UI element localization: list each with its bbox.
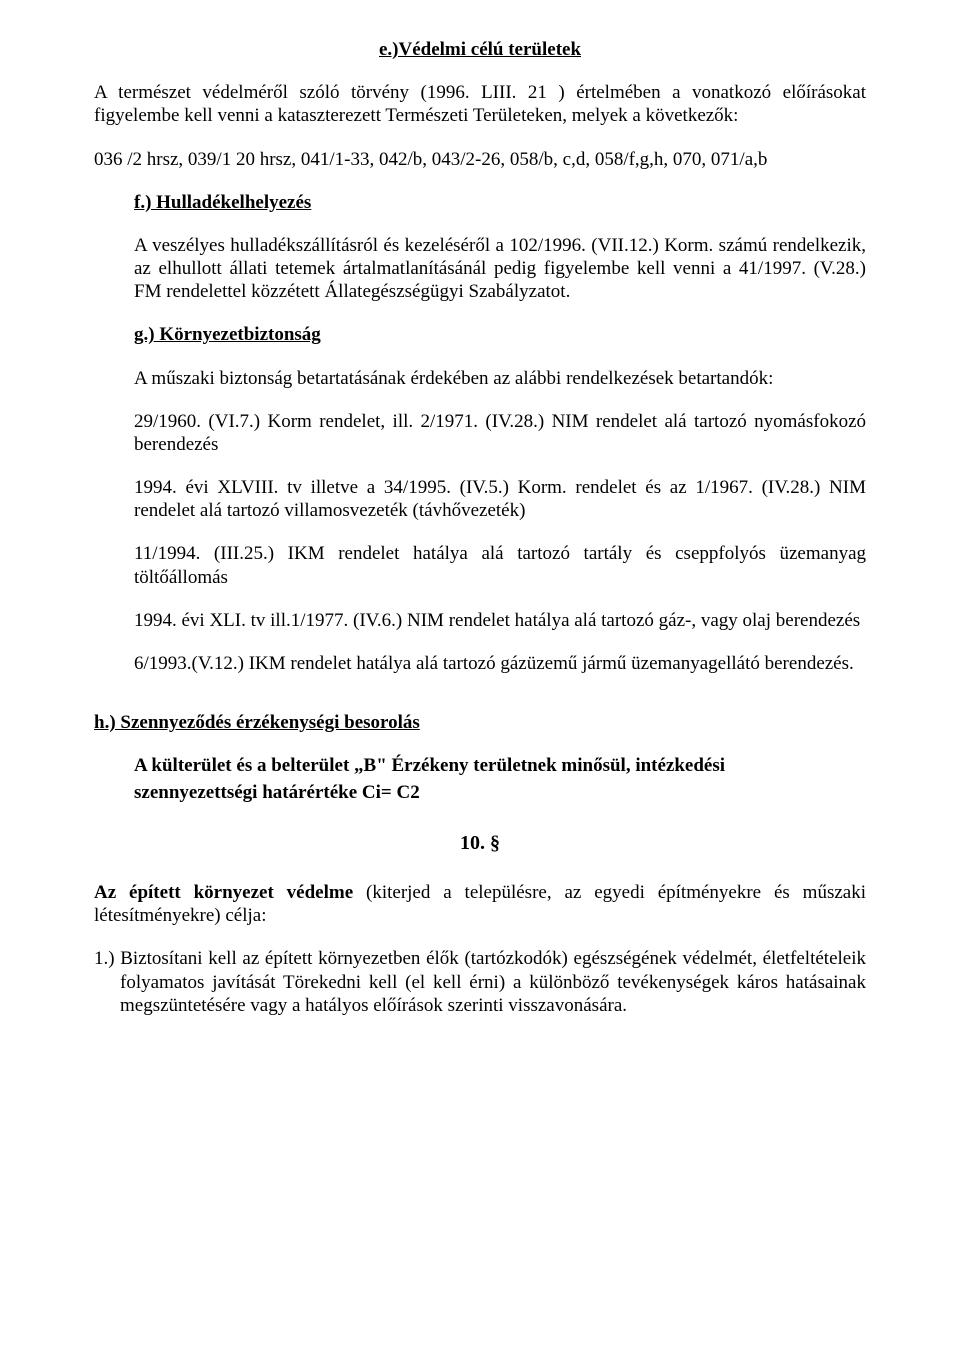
section-e-intro-text: A természet védelméről szóló törvény (19…: [94, 82, 866, 126]
section-f-title: f.) Hulladékelhelyezés: [134, 191, 866, 214]
section-e-title: e.)Védelmi célú területek: [94, 38, 866, 61]
section-e-intro: A természet védelméről szóló törvény (19…: [94, 81, 866, 127]
section-g-p1: 29/1960. (VI.7.) Korm rendelet, ill. 2/1…: [134, 410, 866, 456]
section-10-intro: Az épített környezet védelme (kiterjed a…: [94, 881, 866, 927]
section-h-line2: szennyezettségi határértéke Ci= C2: [134, 781, 866, 804]
section-g-p5: 6/1993.(V.12.) IKM rendelet hatálya alá …: [134, 652, 866, 675]
section-g-p2: 1994. évi XLVIII. tv illetve a 34/1995. …: [134, 476, 866, 522]
section-g-intro: A műszaki biztonság betartatásának érdek…: [134, 367, 866, 390]
section-f-body: A veszélyes hulladékszállításról és keze…: [134, 234, 866, 304]
section-e-list: 036 /2 hrsz, 039/1 20 hrsz, 041/1-33, 04…: [94, 148, 866, 171]
section-g-p3: 11/1994. (III.25.) IKM rendelet hatálya …: [134, 542, 866, 588]
section-10-number: 10. §: [94, 831, 866, 855]
section-h-title: h.) Szennyeződés érzékenységi besorolás: [94, 711, 866, 734]
section-10-intro-bold: Az épített környezet védelme: [94, 882, 353, 903]
section-10-item1: 1.) Biztosítani kell az épített környeze…: [94, 947, 866, 1017]
section-g-p4: 1994. évi XLI. tv ill.1/1977. (IV.6.) NI…: [134, 609, 866, 632]
section-g-title: g.) Környezetbiztonság: [134, 323, 866, 346]
section-h-line1: A külterület és a belterület „B" Érzéken…: [134, 754, 866, 777]
